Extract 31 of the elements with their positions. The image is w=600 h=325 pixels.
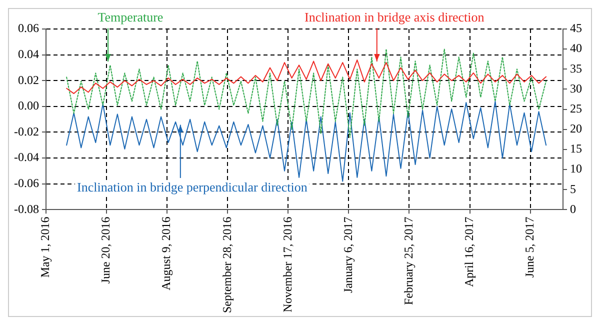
- y-tick-label: 0.02: [18, 72, 39, 87]
- x-tick-label: February 25, 2017: [401, 216, 416, 306]
- y2-tick-label: 25: [570, 101, 582, 116]
- x-tick-label: August 9, 2016: [159, 216, 174, 290]
- y-tick-label: -0.04: [14, 150, 39, 164]
- y2-tick-label: 15: [570, 142, 582, 156]
- y2-tick-label: 0: [570, 202, 576, 216]
- text: Inclination in bridge axis direction: [304, 10, 485, 25]
- y2-tick-label: 20: [570, 122, 582, 136]
- y-tick-label: -0.08: [14, 202, 39, 216]
- x-tick-label: September 28, 2016: [220, 216, 234, 314]
- y-tick-label: 0.04: [18, 46, 39, 61]
- x-tick-label: January 6, 2017: [340, 216, 355, 294]
- y-tick-label: 0.06: [18, 21, 39, 36]
- series-label: Inclination in bridge perpendicular direction: [77, 179, 308, 194]
- x-tick-label: November 17, 2016: [280, 216, 294, 312]
- x-tick-label: April 16, 2017: [462, 216, 476, 288]
- line-series: [66, 48, 547, 138]
- y2-tick-label: 35: [570, 61, 582, 76]
- y-tick-label: -0.02: [14, 124, 39, 138]
- y2-tick-label: 10: [570, 162, 582, 176]
- text: Temperature: [98, 10, 164, 25]
- y2-tick-label: 45: [570, 21, 582, 36]
- x-tick-label: June 20, 2016: [98, 216, 113, 284]
- y2-tick-label: 40: [570, 41, 582, 56]
- y2-tick-label: 30: [570, 81, 582, 96]
- y-tick-label: 0.00: [18, 98, 39, 113]
- x-tick-label: June 5, 2017: [522, 216, 536, 278]
- y-tick-label: -0.06: [14, 176, 39, 190]
- x-tick-label: May 1, 2016: [38, 216, 52, 278]
- y2-tick-label: 5: [570, 182, 576, 196]
